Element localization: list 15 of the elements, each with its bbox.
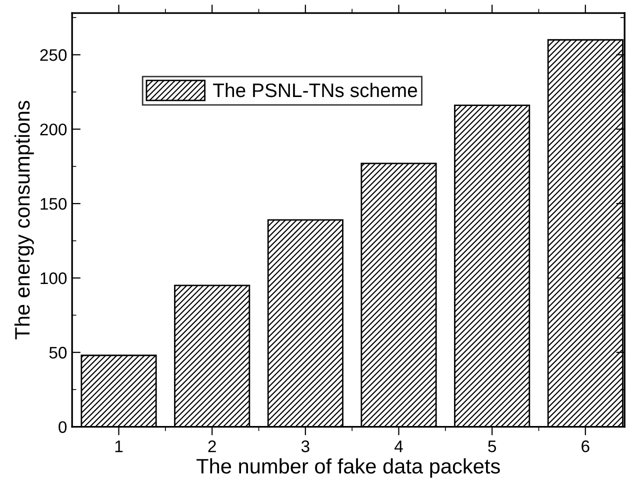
y-tick-label: 150 [40, 198, 67, 210]
x-tick-label: 1 [115, 440, 123, 452]
y-axis-title: The energy consumptions [14, 100, 34, 340]
y-tick-label: 200 [40, 124, 67, 136]
x-tick-label: 5 [488, 440, 496, 452]
y-tick-label: 250 [40, 49, 67, 61]
x-axis-title: The number of fake data packets [196, 458, 500, 478]
x-tick-label: 6 [582, 440, 590, 452]
x-tick-label: 4 [394, 440, 403, 452]
y-tick-label: 0 [58, 421, 67, 434]
x-tick-label: 2 [208, 440, 216, 452]
y-tick-label: 50 [49, 346, 67, 359]
y-tick-label: 100 [40, 272, 67, 284]
legend-label: The PSNL-TNs scheme [213, 82, 418, 98]
x-tick-label: 3 [301, 440, 310, 452]
